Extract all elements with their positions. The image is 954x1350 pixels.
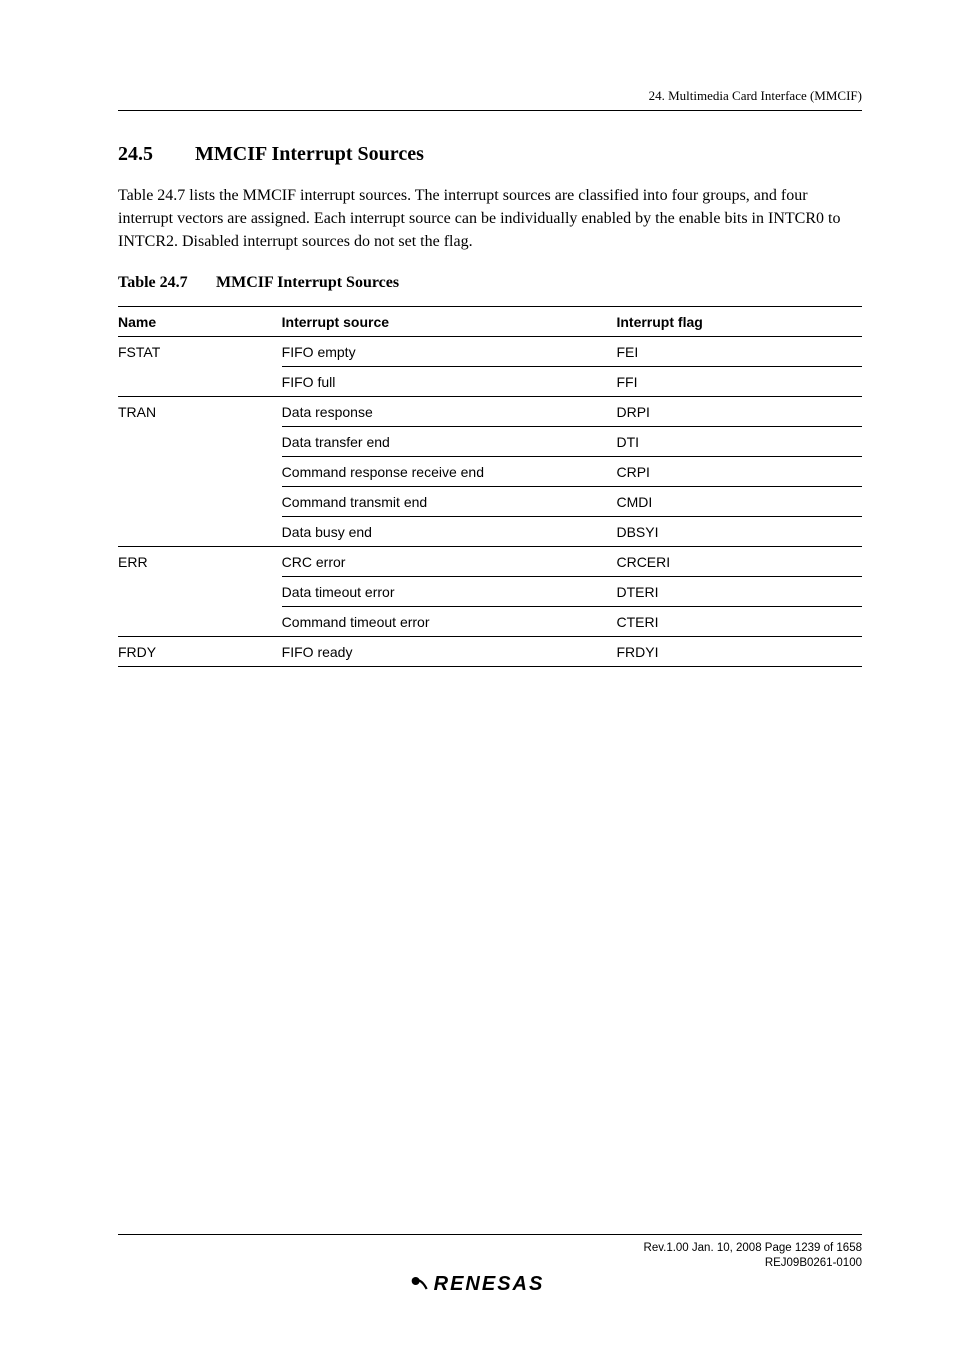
cell-flag: CRPI: [616, 456, 862, 486]
table-row: FSTAT FIFO empty FEI: [118, 336, 862, 366]
cell-flag: FFI: [616, 366, 862, 396]
cell-flag: FEI: [616, 336, 862, 366]
section-number: 24.5: [118, 143, 190, 166]
table-row: Data busy end DBSYI: [118, 516, 862, 546]
col-header-source: Interrupt source: [282, 306, 617, 336]
cell-name: [118, 516, 282, 546]
footer-text: Rev.1.00 Jan. 10, 2008 Page 1239 of 1658…: [118, 1241, 862, 1272]
table-row: FIFO full FFI: [118, 366, 862, 396]
section-heading: 24.5 MMCIF Interrupt Sources: [118, 143, 862, 166]
cell-source: Data transfer end: [282, 426, 617, 456]
footer-line2: REJ09B0261-0100: [118, 1256, 862, 1272]
table-caption-number: Table 24.7: [118, 274, 212, 292]
table-row: ERR CRC error CRCERI: [118, 546, 862, 576]
table-row: TRAN Data response DRPI: [118, 396, 862, 426]
section-title: MMCIF Interrupt Sources: [195, 143, 424, 165]
cell-flag: DTI: [616, 426, 862, 456]
table-row: Command timeout error CTERI: [118, 606, 862, 636]
cell-flag: DBSYI: [616, 516, 862, 546]
cell-flag: CMDI: [616, 486, 862, 516]
cell-name: [118, 576, 282, 606]
renesas-mark-icon: [410, 1275, 432, 1295]
cell-source: Command response receive end: [282, 456, 617, 486]
cell-source: Data timeout error: [282, 576, 617, 606]
cell-name: TRAN: [118, 396, 282, 426]
intro-paragraph: Table 24.7 lists the MMCIF interrupt sou…: [118, 184, 862, 254]
cell-name: FRDY: [118, 636, 282, 666]
table-row: Command transmit end CMDI: [118, 486, 862, 516]
page-footer: Rev.1.00 Jan. 10, 2008 Page 1239 of 1658…: [118, 1234, 862, 1272]
renesas-logo-text: RENESAS: [434, 1273, 545, 1296]
cell-name: FSTAT: [118, 336, 282, 366]
cell-source: Data busy end: [282, 516, 617, 546]
cell-source: Data response: [282, 396, 617, 426]
cell-flag: DRPI: [616, 396, 862, 426]
table-row: FRDY FIFO ready FRDYI: [118, 636, 862, 666]
cell-flag: CTERI: [616, 606, 862, 636]
table-header-row: Name Interrupt source Interrupt flag: [118, 306, 862, 336]
cell-flag: DTERI: [616, 576, 862, 606]
footer-line1: Rev.1.00 Jan. 10, 2008 Page 1239 of 1658: [118, 1241, 862, 1257]
table-row: Command response receive end CRPI: [118, 456, 862, 486]
cell-source: CRC error: [282, 546, 617, 576]
cell-flag: FRDYI: [616, 636, 862, 666]
cell-name: ERR: [118, 546, 282, 576]
cell-name: [118, 456, 282, 486]
table-row: Data transfer end DTI: [118, 426, 862, 456]
cell-name: [118, 486, 282, 516]
cell-name: [118, 606, 282, 636]
cell-source: Command timeout error: [282, 606, 617, 636]
running-header-text: 24. Multimedia Card Interface (MMCIF): [649, 88, 862, 103]
cell-source: FIFO empty: [282, 336, 617, 366]
cell-source: Command transmit end: [282, 486, 617, 516]
cell-source: FIFO full: [282, 366, 617, 396]
table-row: Data timeout error DTERI: [118, 576, 862, 606]
renesas-logo: RENESAS: [410, 1273, 545, 1296]
table-caption: Table 24.7 MMCIF Interrupt Sources: [118, 274, 862, 292]
running-header: 24. Multimedia Card Interface (MMCIF): [118, 88, 862, 111]
table-caption-title: MMCIF Interrupt Sources: [216, 274, 399, 291]
col-header-flag: Interrupt flag: [616, 306, 862, 336]
footer-rule: [118, 1234, 862, 1235]
cell-flag: CRCERI: [616, 546, 862, 576]
cell-name: [118, 366, 282, 396]
cell-name: [118, 426, 282, 456]
interrupt-table: Name Interrupt source Interrupt flag FST…: [118, 306, 862, 667]
col-header-name: Name: [118, 306, 282, 336]
cell-source: FIFO ready: [282, 636, 617, 666]
